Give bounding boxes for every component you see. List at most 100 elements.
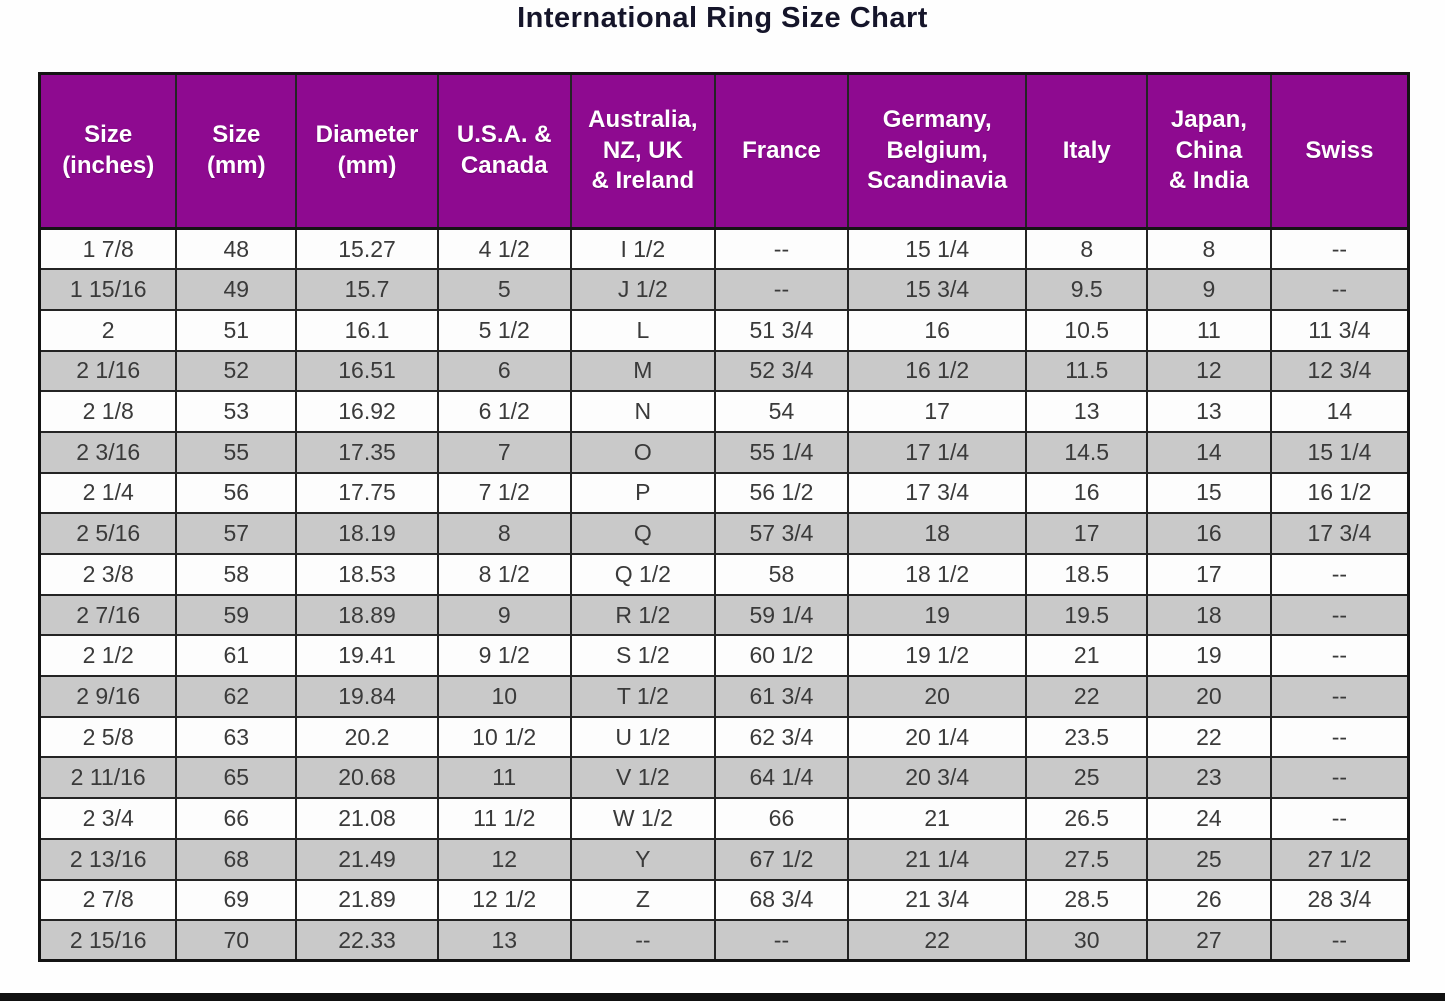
- table-cell: --: [1269, 268, 1410, 311]
- table-cell: 2 13/16: [38, 837, 178, 881]
- table-cell: 8: [1025, 227, 1148, 271]
- column-header: Swiss: [1269, 72, 1410, 230]
- table-cell: 9: [436, 593, 572, 637]
- table-cell: 17 1/4: [846, 430, 1028, 474]
- table-cell: --: [569, 919, 717, 962]
- table-cell: 57 3/4: [714, 512, 849, 555]
- table-cell: 68: [175, 837, 298, 881]
- table-cell: 2 1/4: [38, 471, 178, 515]
- table-cell: 22: [846, 919, 1028, 962]
- table-cell: 20.2: [295, 715, 439, 759]
- table-cell: 2 11/16: [38, 756, 178, 800]
- table-cell: M: [569, 349, 717, 393]
- table-cell: 18 1/2: [846, 553, 1028, 596]
- page-title: International Ring Size Chart: [517, 2, 928, 34]
- table-cell: J 1/2: [569, 268, 717, 311]
- table-cell: 70: [175, 919, 298, 962]
- table-cell: 69: [175, 878, 298, 922]
- table-cell: 23.5: [1025, 715, 1148, 759]
- bottom-bar: [0, 993, 1445, 1001]
- table-cell: 7 1/2: [436, 471, 572, 515]
- ring-size-table: Size (inches) Size (mm) Diameter (mm) U.S.A…: [38, 72, 1410, 963]
- table-cell: 64 1/4: [714, 756, 849, 800]
- table-cell: 16 1/2: [846, 349, 1028, 393]
- table-cell: 27: [1145, 919, 1272, 962]
- table-row: 2 7/8 69 21.89 12 1/2 Z 68 3/4 21 3/4 28.5 26 28 …: [38, 878, 1410, 922]
- table-cell: 22: [1145, 715, 1272, 759]
- table-row: 2 9/16 62 19.84 10 T 1/2 61 3/4 20 22 20 --: [38, 675, 1410, 718]
- table-cell: 5 1/2: [436, 308, 572, 352]
- table-cell: W 1/2: [569, 797, 717, 840]
- table-cell: 2 3/8: [38, 553, 178, 596]
- column-header: Diameter (mm): [295, 72, 439, 230]
- table-cell: 18.5: [1025, 553, 1148, 596]
- table-cell: 16.1: [295, 308, 439, 352]
- table-cell: 21: [1025, 634, 1148, 678]
- table-cell: 24: [1145, 797, 1272, 840]
- table-cell: 6: [436, 349, 572, 393]
- table-cell: 16.92: [295, 390, 439, 433]
- table-cell: 17 3/4: [846, 471, 1028, 515]
- table-cell: 10: [436, 675, 572, 718]
- table-cell: 26: [1145, 878, 1272, 922]
- table-cell: 15 1/4: [846, 227, 1028, 271]
- table-cell: --: [714, 268, 849, 311]
- table-cell: --: [714, 919, 849, 962]
- column-header: Italy: [1025, 72, 1148, 230]
- column-header: Germany, Belgium, Scandinavia: [846, 72, 1028, 230]
- table-cell: 10 1/2: [436, 715, 572, 759]
- table-row: 2 1/2 61 19.41 9 1/2 S 1/2 60 1/2 19 1/2 21 19 --: [38, 634, 1410, 678]
- table-cell: 60 1/2: [714, 634, 849, 678]
- table-cell: 56: [175, 471, 298, 515]
- table-cell: 56 1/2: [714, 471, 849, 515]
- table-cell: 17 3/4: [1269, 512, 1410, 555]
- table-cell: P: [569, 471, 717, 515]
- table-cell: 17.75: [295, 471, 439, 515]
- table-cell: 15 1/4: [1269, 430, 1410, 474]
- ring-size-table-container: Size (inches) Size (mm) Diameter (mm) U.S.A…: [38, 72, 1410, 963]
- table-cell: 25: [1025, 756, 1148, 800]
- table-cell: 20: [1145, 675, 1272, 718]
- table-cell: 2 7/16: [38, 593, 178, 637]
- table-cell: Z: [569, 878, 717, 922]
- table-cell: 5: [436, 268, 572, 311]
- table-cell: 19.5: [1025, 593, 1148, 637]
- table-cell: 2 15/16: [38, 919, 178, 962]
- table-row: 2 5/16 57 18.19 8 Q 57 3/4 18 17 16 17 3/4: [38, 512, 1410, 555]
- table-cell: Q 1/2: [569, 553, 717, 596]
- table-cell: 17: [1025, 512, 1148, 555]
- table-cell: 2 1/2: [38, 634, 178, 678]
- table-cell: 27 1/2: [1269, 837, 1410, 881]
- table-cell: --: [1269, 553, 1410, 596]
- table-cell: --: [1269, 756, 1410, 800]
- table-row: 2 7/16 59 18.89 9 R 1/2 59 1/4 19 19.5 18 --: [38, 593, 1410, 637]
- table-cell: 25: [1145, 837, 1272, 881]
- table-cell: 59 1/4: [714, 593, 849, 637]
- table-cell: 54: [714, 390, 849, 433]
- table-cell: 30: [1025, 919, 1148, 962]
- table-cell: 62: [175, 675, 298, 718]
- table-cell: 9: [1145, 268, 1272, 311]
- table-row: 1 7/8 48 15.27 4 1/2 I 1/2 -- 15 1/4 8 8 --: [38, 227, 1410, 271]
- table-cell: Y: [569, 837, 717, 881]
- table-cell: 18: [1145, 593, 1272, 637]
- table-cell: --: [1269, 634, 1410, 678]
- table-cell: 52: [175, 349, 298, 393]
- table-cell: 6 1/2: [436, 390, 572, 433]
- table-cell: 20: [846, 675, 1028, 718]
- table-cell: 18: [846, 512, 1028, 555]
- table-cell: Q: [569, 512, 717, 555]
- table-cell: 58: [175, 553, 298, 596]
- table-cell: 2 1/16: [38, 349, 178, 393]
- table-cell: 12 1/2: [436, 878, 572, 922]
- table-cell: 16 1/2: [1269, 471, 1410, 515]
- table-header: Size (inches) Size (mm) Diameter (mm) U.S.A…: [38, 72, 1410, 230]
- table-cell: 55 1/4: [714, 430, 849, 474]
- table-cell: N: [569, 390, 717, 433]
- table-cell: 9.5: [1025, 268, 1148, 311]
- table-cell: 15.27: [295, 227, 439, 271]
- table-cell: 27.5: [1025, 837, 1148, 881]
- table-cell: 11.5: [1025, 349, 1148, 393]
- table-cell: 63: [175, 715, 298, 759]
- table-cell: --: [1269, 675, 1410, 718]
